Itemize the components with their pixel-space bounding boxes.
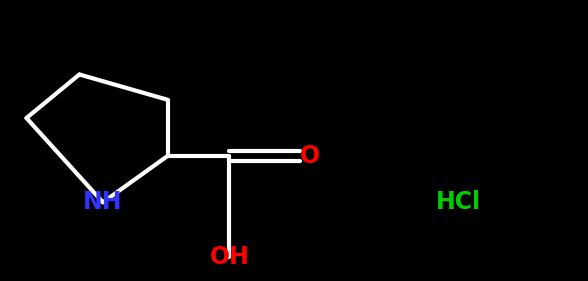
Text: O: O (300, 144, 320, 168)
Text: HCl: HCl (436, 190, 481, 214)
Text: NH: NH (83, 190, 123, 214)
Text: OH: OH (209, 245, 249, 269)
